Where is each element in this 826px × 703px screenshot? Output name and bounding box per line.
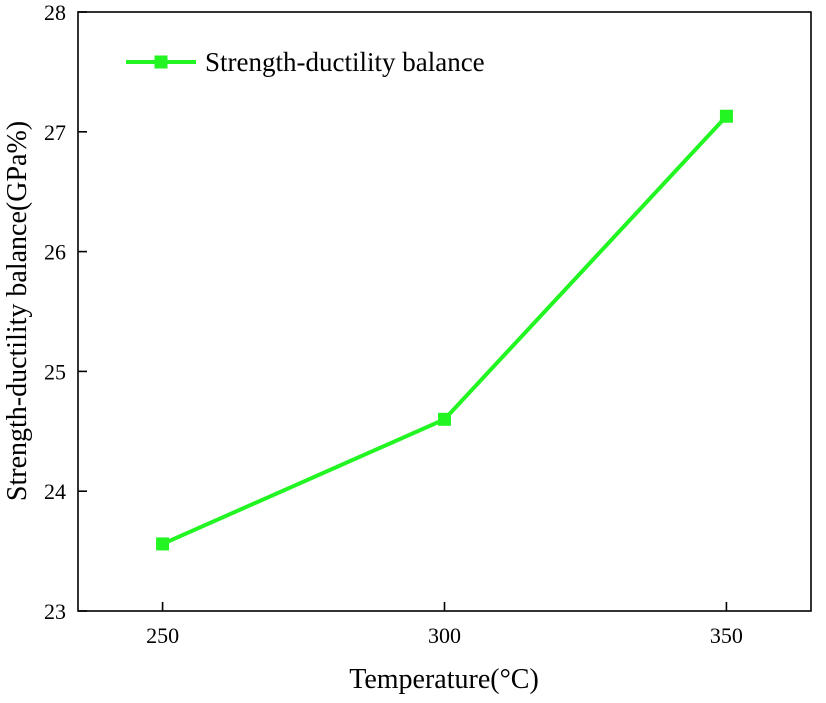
data-point: [719, 109, 733, 123]
legend-label: Strength-ductility balance: [205, 47, 485, 77]
x-axis-title: Temperature(°C): [349, 664, 539, 695]
x-axis: 250 300 350: [146, 602, 743, 648]
series-layer: [156, 109, 733, 551]
y-axis-title: Strength-ductility balance(GPa%): [2, 121, 33, 501]
legend-marker: [154, 55, 168, 69]
y-tick-label: 26: [44, 240, 66, 265]
y-tick-label: 23: [44, 599, 66, 624]
series-line: [161, 114, 728, 546]
x-tick-label: 350: [710, 623, 743, 648]
y-tick-label: 25: [44, 359, 66, 384]
data-point: [438, 412, 451, 426]
y-axis: 23 24 25 26 27 28: [44, 0, 87, 624]
legend: Strength-ductility balance: [126, 47, 485, 77]
data-point: [156, 537, 170, 551]
y-tick-label: 24: [44, 479, 66, 504]
x-tick-label: 300: [428, 623, 461, 648]
x-tick-label: 250: [146, 623, 179, 648]
y-tick-label: 27: [44, 120, 66, 145]
plot-frame: [77, 11, 812, 612]
y-tick-label: 28: [44, 0, 66, 25]
